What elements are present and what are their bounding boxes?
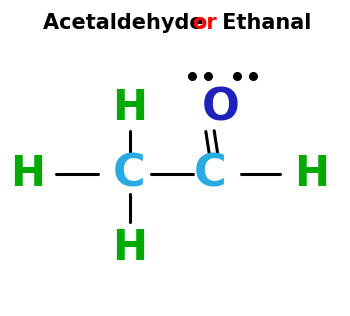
Text: or: or xyxy=(192,13,217,33)
Text: H: H xyxy=(10,153,46,195)
Text: O: O xyxy=(202,87,239,130)
Text: C: C xyxy=(194,152,226,195)
Text: H: H xyxy=(112,227,147,269)
Text: Ethanal: Ethanal xyxy=(215,13,312,33)
Text: H: H xyxy=(112,88,147,129)
Text: C: C xyxy=(113,152,146,195)
Text: Acetaldehyde: Acetaldehyde xyxy=(43,13,211,33)
Text: H: H xyxy=(294,153,329,195)
